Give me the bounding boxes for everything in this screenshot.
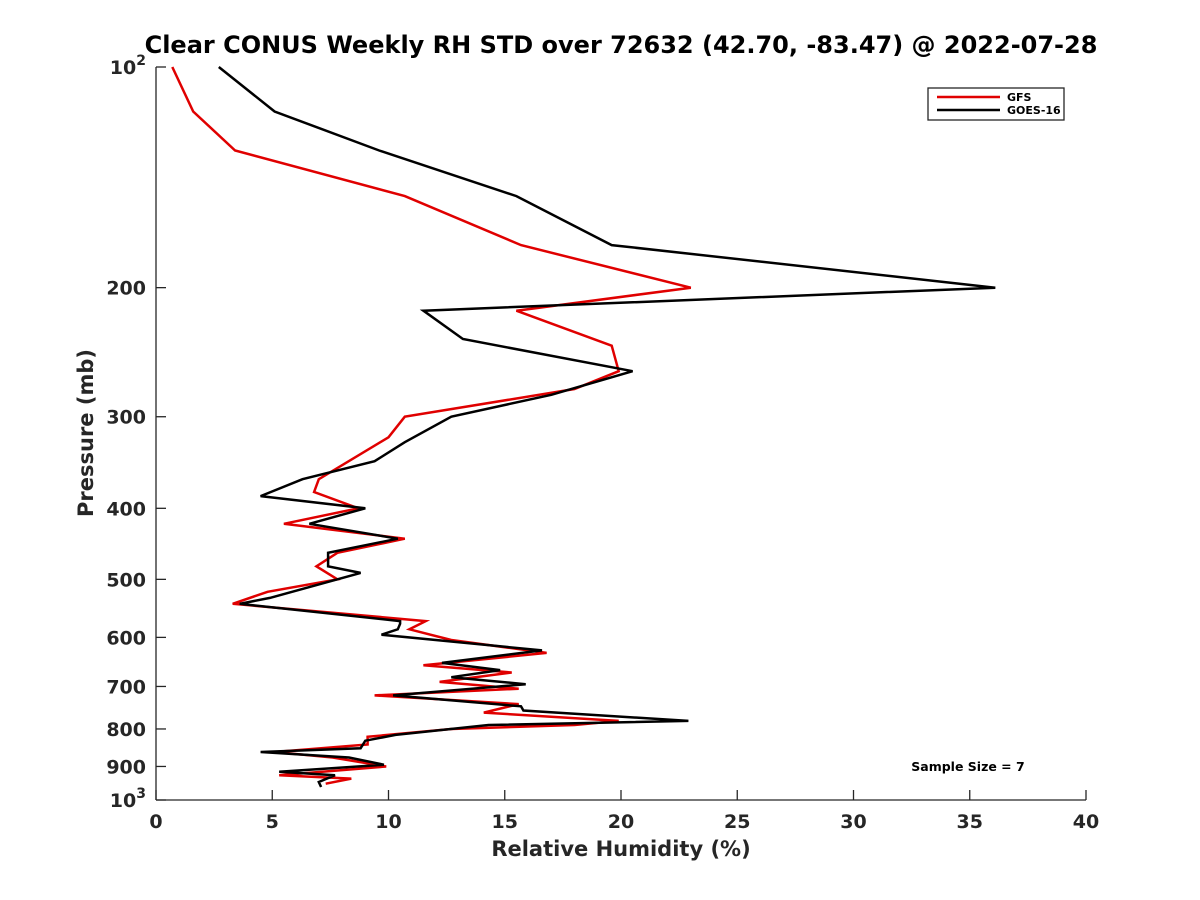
x-tick-label: 10	[375, 811, 401, 833]
y-tick-label: 700	[106, 676, 146, 698]
y-tick-label: 800	[106, 719, 146, 741]
y-tick-label: 900	[106, 756, 146, 778]
x-ticks: 0 5 10 15 20 25 30 35 40	[149, 790, 1099, 833]
x-tick-label: 5	[266, 811, 279, 833]
x-tick-label: 30	[840, 811, 866, 833]
y-tick-label: 400	[106, 498, 146, 520]
x-tick-label: 20	[608, 811, 634, 833]
x-tick-label: 40	[1073, 811, 1099, 833]
series-line-goes-16	[218, 66, 996, 788]
x-tick-label: 25	[724, 811, 750, 833]
sample-size-annotation: Sample Size = 7	[911, 759, 1024, 774]
y-tick-exponent: 2	[136, 53, 146, 69]
chart-title: Clear CONUS Weekly RH STD over 72632 (42…	[145, 31, 1098, 59]
y-axis-label: Pressure (mb)	[74, 349, 98, 517]
y-tick-label: 600	[106, 627, 146, 649]
y-tick-exponent: 3	[136, 786, 146, 802]
legend: GFS GOES-16	[927, 87, 1065, 121]
series-layer	[171, 66, 996, 788]
y-tick-label: 500	[106, 569, 146, 591]
x-tick-label: 15	[492, 811, 518, 833]
x-axis-label: Relative Humidity (%)	[491, 837, 750, 861]
y-tick-label: 200	[106, 278, 146, 300]
x-tick-label: 35	[957, 811, 983, 833]
legend-label-goes16: GOES-16	[1007, 104, 1061, 117]
x-tick-label: 0	[149, 811, 162, 833]
plot-area	[156, 67, 1086, 800]
legend-box	[927, 87, 1065, 121]
legend-label-gfs: GFS	[1007, 91, 1032, 104]
y-tick-label: 300	[106, 407, 146, 429]
